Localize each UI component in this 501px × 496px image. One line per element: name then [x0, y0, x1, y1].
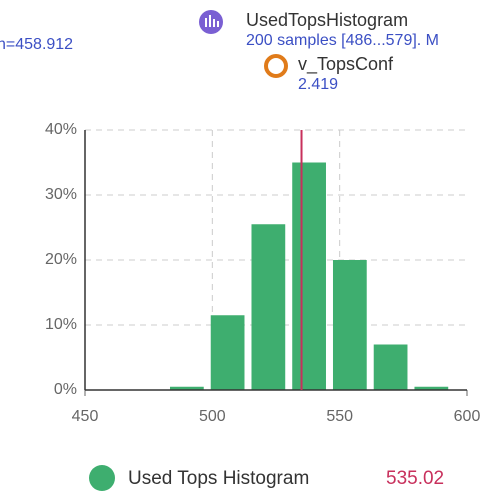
series-info: 200 samples [486...579]. M: [246, 32, 439, 49]
x-tick-label: 550: [326, 408, 353, 425]
bar: [169, 386, 204, 390]
bar: [414, 386, 449, 390]
histogram-icon-bars: [205, 15, 219, 27]
y-tick-label: 0%: [54, 381, 77, 398]
conf-icon: [264, 54, 288, 78]
bar: [373, 344, 408, 390]
series-name: UsedTopsHistogram: [246, 10, 408, 30]
x-tick-label: 450: [72, 408, 99, 425]
conf-name: v_TopsConf: [298, 54, 394, 75]
bar: [251, 224, 286, 390]
legend-label: Used Tops Histogram: [128, 468, 309, 489]
x-tick-label: 500: [199, 408, 226, 425]
y-tick-label: 10%: [45, 316, 77, 333]
bar: [292, 162, 326, 390]
x-tick-label: 600: [454, 408, 481, 425]
legend-value: 535.02: [386, 468, 444, 489]
bar: [332, 260, 367, 390]
conf-value: 2.419: [298, 76, 338, 93]
y-tick-label: 40%: [45, 121, 77, 138]
header-left-text: n=458.912: [0, 36, 73, 53]
y-tick-label: 20%: [45, 251, 77, 268]
legend-swatch: [89, 465, 115, 491]
y-tick-label: 30%: [45, 186, 77, 203]
bar: [210, 315, 245, 390]
